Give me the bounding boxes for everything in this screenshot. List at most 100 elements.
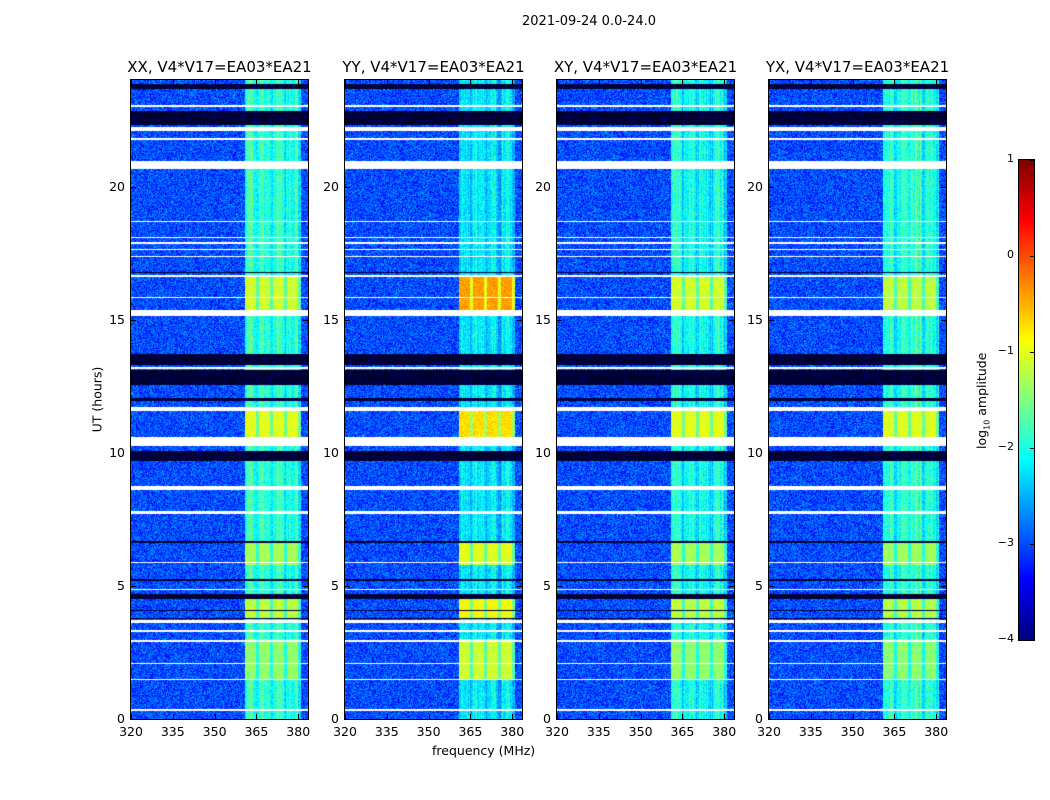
y-tick-label: 10 (323, 444, 339, 460)
colorbar-gradient (1019, 160, 1034, 640)
y-tick-mark (303, 186, 308, 188)
y-tick-mark (517, 319, 522, 321)
y-tick-mark (557, 719, 562, 720)
x-tick-label: 335 (160, 724, 185, 739)
y-tick-mark (729, 719, 734, 720)
y-tick-mark (131, 719, 136, 720)
colorbar-label-rest: amplitude (973, 352, 989, 420)
x-tick-mark (512, 714, 514, 719)
colorbar-tick-label: −1 (997, 344, 1014, 357)
x-tick-mark (428, 80, 430, 85)
x-tick-mark (172, 80, 174, 85)
y-tick-mark (729, 319, 734, 321)
y-tick-mark (769, 452, 774, 454)
y-tick-label: 20 (747, 178, 763, 194)
y-tick-mark (517, 452, 522, 454)
y-tick-mark (729, 585, 734, 587)
y-tick-label: 5 (117, 577, 125, 593)
x-tick-mark (131, 714, 132, 719)
x-tick-label: 365 (670, 724, 695, 739)
x-tick-mark (852, 714, 854, 719)
heatmap-panel (130, 79, 309, 720)
y-tick-mark (557, 452, 562, 454)
y-tick-mark (517, 719, 522, 720)
y-tick-mark (769, 719, 774, 720)
heatmap-image (131, 80, 308, 719)
x-tick-mark (386, 80, 388, 85)
panel-title: XX, V4*V17=EA03*EA21 (127, 58, 312, 76)
y-tick-mark (941, 452, 946, 454)
x-tick-mark (724, 80, 726, 85)
colorbar-tick-mark (1030, 640, 1034, 641)
y-tick-label: 15 (535, 311, 551, 327)
x-tick-label: 365 (882, 724, 907, 739)
x-tick-mark (682, 80, 684, 85)
x-tick-mark (810, 80, 812, 85)
y-tick-mark (303, 452, 308, 454)
x-tick-mark (640, 80, 642, 85)
x-tick-mark (512, 80, 514, 85)
x-tick-label: 350 (628, 724, 653, 739)
figure-title: 2021-09-24 0.0-24.0 (522, 14, 656, 29)
y-tick-mark (557, 319, 562, 321)
y-tick-mark (729, 452, 734, 454)
y-tick-label: 0 (755, 711, 763, 726)
x-tick-mark (428, 714, 430, 719)
y-tick-mark (517, 186, 522, 188)
x-tick-mark (214, 714, 216, 719)
colorbar-tick-mark (1030, 448, 1034, 449)
colorbar-label: log10 amplitude (974, 348, 992, 453)
x-tick-label: 335 (798, 724, 823, 739)
x-tick-label: 350 (416, 724, 441, 739)
x-tick-mark (256, 80, 258, 85)
y-tick-label: 20 (535, 178, 551, 194)
y-tick-mark (769, 319, 774, 321)
y-axis-label: UT (hours) (89, 366, 105, 433)
x-tick-mark (557, 714, 558, 719)
y-tick-label: 10 (109, 444, 125, 460)
x-tick-label: 350 (202, 724, 227, 739)
y-tick-label: 15 (747, 311, 763, 327)
colorbar-tick-label: −2 (997, 440, 1014, 453)
y-tick-label: 0 (331, 711, 339, 726)
x-tick-mark (557, 80, 558, 85)
y-tick-mark (769, 585, 774, 587)
y-tick-mark (941, 585, 946, 587)
y-tick-mark (557, 585, 562, 587)
x-tick-mark (470, 714, 472, 719)
x-tick-mark (470, 80, 472, 85)
x-tick-mark (640, 714, 642, 719)
y-tick-label: 15 (109, 311, 125, 327)
heatmap-panel (556, 79, 735, 720)
y-tick-mark (345, 319, 350, 321)
colorbar-label-log: log (973, 429, 989, 449)
x-tick-mark (852, 80, 854, 85)
y-tick-mark (131, 585, 136, 587)
y-tick-mark (729, 186, 734, 188)
x-tick-mark (936, 80, 938, 85)
x-tick-label: 365 (244, 724, 269, 739)
x-tick-mark (936, 714, 938, 719)
x-tick-mark (769, 80, 770, 85)
panel-title: YY, V4*V17=EA03*EA21 (342, 58, 525, 76)
x-axis-label: frequency (MHz) (432, 743, 536, 758)
x-tick-mark (682, 714, 684, 719)
x-tick-label: 380 (924, 724, 949, 739)
colorbar-tick-mark (1030, 544, 1034, 545)
y-tick-label: 20 (323, 178, 339, 194)
panel-title: XY, V4*V17=EA03*EA21 (553, 58, 738, 76)
panel-title: YX, V4*V17=EA03*EA21 (765, 58, 950, 76)
colorbar-label-sub: 10 (982, 419, 992, 430)
y-tick-label: 5 (331, 577, 339, 593)
heatmap-image (557, 80, 734, 719)
y-tick-label: 15 (323, 311, 339, 327)
y-tick-mark (345, 585, 350, 587)
x-tick-mark (724, 714, 726, 719)
y-tick-label: 5 (755, 577, 763, 593)
x-tick-mark (894, 714, 896, 719)
x-tick-mark (810, 714, 812, 719)
y-tick-mark (303, 319, 308, 321)
y-tick-label: 0 (117, 711, 125, 726)
x-tick-mark (214, 80, 216, 85)
